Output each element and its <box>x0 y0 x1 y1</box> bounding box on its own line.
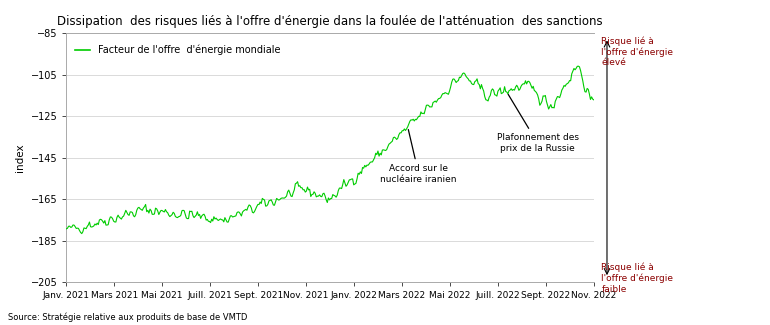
Legend: Facteur de l'offre  d'énergie mondiale: Facteur de l'offre d'énergie mondiale <box>72 41 284 59</box>
Y-axis label: index: index <box>15 143 25 172</box>
Text: Accord sur le
nucléaire iranien: Accord sur le nucléaire iranien <box>380 130 457 184</box>
Text: Risque lié à
l'offre d'énergie
faible: Risque lié à l'offre d'énergie faible <box>601 263 674 293</box>
Title: Dissipation  des risques liés à l'offre d'énergie dans la foulée de l'atténuatio: Dissipation des risques liés à l'offre d… <box>57 15 603 28</box>
Text: Source: Stratégie relative aux produits de base de VMTD: Source: Stratégie relative aux produits … <box>8 312 247 322</box>
Text: Risque lié à
l'offre d'énergie
élevé: Risque lié à l'offre d'énergie élevé <box>601 37 674 68</box>
Text: Plafonnement des
prix de la Russie: Plafonnement des prix de la Russie <box>497 94 578 153</box>
